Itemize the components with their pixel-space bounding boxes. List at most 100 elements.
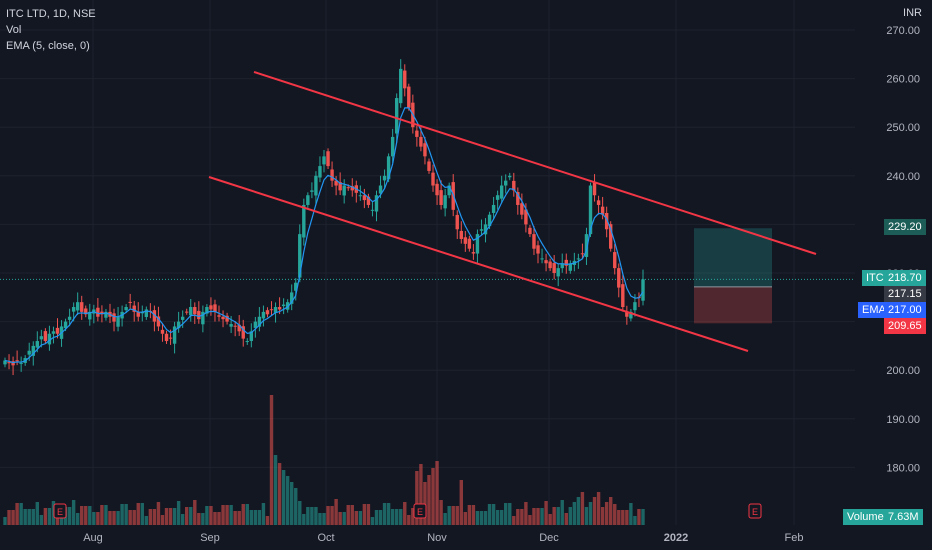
candle-body [600, 206, 605, 215]
candle-body [15, 360, 19, 362]
candle-body [330, 169, 334, 181]
volume-bar [217, 512, 221, 525]
ema-legend[interactable]: EMA (5, close, 0) [6, 40, 90, 52]
volume-bar [294, 488, 298, 525]
lower-channel-line [208, 176, 749, 352]
volume-bar [71, 500, 76, 525]
candle-body [75, 302, 80, 311]
candle-body [625, 312, 629, 317]
volume-bar [621, 510, 625, 525]
candle-body [528, 227, 532, 235]
candle-body [100, 311, 104, 315]
volume-bar [600, 507, 605, 525]
candle-body [423, 143, 427, 157]
candle-body [67, 316, 72, 320]
candle-body [613, 252, 617, 269]
candle-body [334, 180, 338, 186]
volume-bar [310, 507, 314, 525]
candle-body [273, 307, 278, 313]
candle-body [249, 331, 254, 342]
volume-bar [11, 510, 15, 525]
candle-body [172, 326, 177, 344]
candle-body [168, 337, 173, 339]
candle-body [71, 307, 76, 312]
volume-bar [346, 505, 350, 525]
candle-body [7, 362, 11, 364]
volume-bar [80, 506, 84, 525]
volume-bar [447, 506, 451, 525]
candle-body [265, 310, 270, 315]
x-tick-label: Sep [200, 532, 220, 544]
volume-bar [156, 502, 161, 525]
volume-bar [124, 504, 128, 525]
volume-bar [326, 506, 330, 525]
volume-bar [576, 497, 581, 525]
volume-bar [209, 506, 213, 525]
symbol-legend[interactable]: ITC LTD, 1D, NSE [6, 8, 96, 20]
volume-bar [225, 505, 229, 525]
y-tick-label: 190.00 [886, 414, 920, 426]
candle-body [419, 136, 423, 147]
volume-bar [172, 508, 177, 525]
candle-body [80, 302, 84, 312]
volume-bar [23, 509, 27, 525]
candle-body [617, 268, 621, 288]
candle-body [31, 345, 35, 356]
volume-bar [613, 504, 617, 525]
candle-body [596, 200, 601, 205]
volume-bar [415, 471, 419, 525]
volume-bar [241, 504, 245, 525]
candle-body [128, 301, 132, 303]
volume-bar [273, 455, 278, 525]
volume-bar [596, 492, 601, 525]
position-stop-zone [694, 286, 772, 324]
volume-bar [439, 500, 443, 525]
candle-body [495, 195, 500, 200]
candle-body [35, 341, 40, 348]
candle-body [552, 263, 556, 273]
volume-bar [536, 508, 540, 525]
candle-body [471, 252, 476, 254]
candle-body [516, 192, 520, 205]
ema-name-tag: EMA [858, 302, 890, 318]
candle-body [281, 304, 286, 307]
volume-legend[interactable]: Vol [6, 24, 22, 36]
candle-body [225, 315, 229, 322]
volume-bar [31, 509, 35, 525]
candle-body [11, 361, 15, 366]
candle-body [556, 268, 560, 277]
volume-bar [314, 507, 318, 525]
candle-body [370, 209, 375, 211]
y-tick-label: 180.00 [886, 462, 920, 474]
volume-bar [633, 516, 637, 525]
earnings-marker-label: E [417, 507, 423, 517]
earnings-marker-icon [748, 503, 762, 519]
volume-bar [237, 511, 241, 525]
volume-bar [491, 504, 496, 525]
volume-bar [205, 506, 209, 525]
candle-body [504, 180, 508, 186]
y-tick-label: 200.00 [886, 365, 920, 377]
candle-body [39, 336, 44, 340]
volume-bar [540, 508, 544, 525]
volume-bar [499, 510, 504, 525]
candle-body [261, 311, 266, 319]
candle-body [463, 237, 468, 244]
y-tick-label: 260.00 [886, 74, 920, 86]
candle-body [435, 183, 439, 196]
volume-bar [354, 511, 359, 525]
candle-body [394, 98, 399, 134]
candle-body [439, 190, 443, 205]
candle-body [544, 260, 548, 264]
volume-bar [419, 464, 423, 525]
candle-body [378, 185, 383, 194]
x-tick-label: 2022 [664, 532, 688, 544]
candle-body [536, 245, 540, 254]
candle-body [112, 313, 116, 322]
candle-body [176, 321, 181, 329]
candle-body [568, 263, 573, 271]
volume-bar [59, 514, 64, 525]
volume-bar [560, 500, 564, 525]
candle-body [43, 331, 48, 342]
